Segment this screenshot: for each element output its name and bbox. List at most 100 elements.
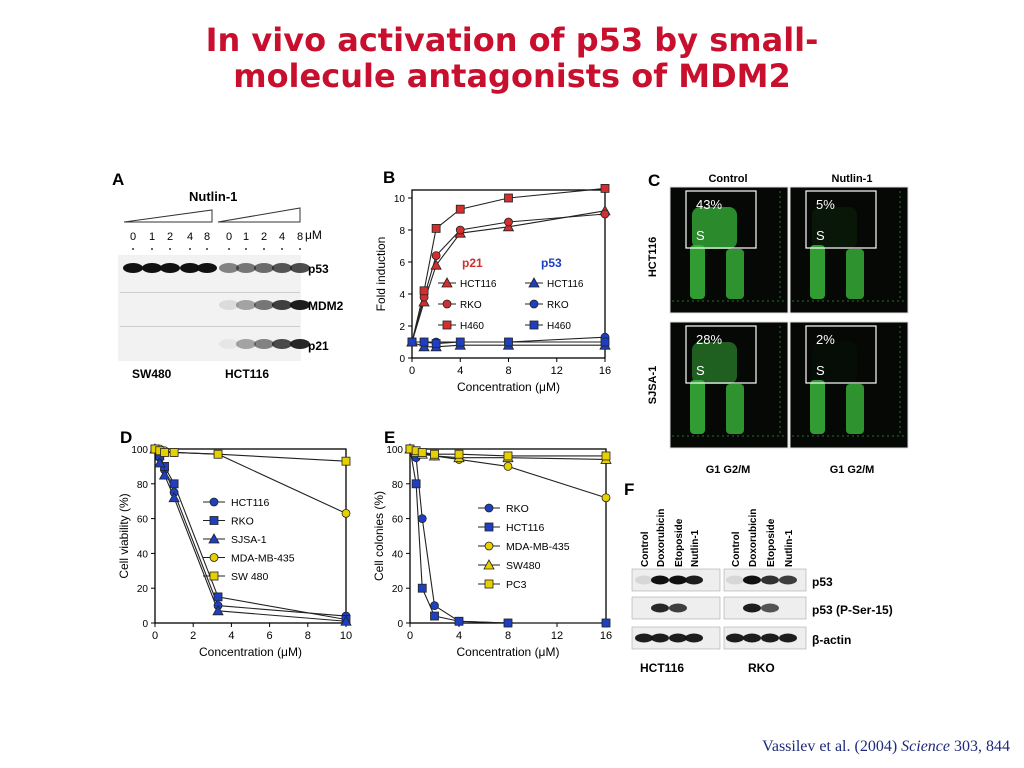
legend-marker bbox=[484, 541, 494, 551]
band-p21 bbox=[236, 339, 256, 349]
s-phase-cluster bbox=[692, 342, 737, 384]
legend-label: RKO bbox=[547, 300, 569, 311]
data-point-1-4 bbox=[213, 592, 223, 602]
data-point-5-2 bbox=[431, 339, 441, 349]
band-label-p21: p21 bbox=[308, 339, 329, 353]
facs-x-label-1: G1 G2/M bbox=[706, 464, 751, 476]
band-p53 bbox=[123, 263, 143, 273]
data-point-4-3 bbox=[430, 449, 439, 459]
cell-line-hct116: HCT116 bbox=[225, 367, 269, 381]
legend-marker bbox=[209, 553, 219, 562]
plot-frame bbox=[409, 448, 607, 624]
y-tick-label: 8 bbox=[399, 226, 405, 237]
s-phase-cluster bbox=[812, 207, 857, 249]
data-point-4-6 bbox=[601, 451, 611, 461]
concentration-label: 2 bbox=[167, 231, 173, 243]
band-label-p53: p53 bbox=[308, 262, 329, 276]
row-label-hct116: HCT116 bbox=[647, 237, 659, 277]
data-point-5-1 bbox=[419, 337, 429, 347]
citation-authors: Vassilev et al. (2004) bbox=[762, 738, 898, 755]
x-axis-label: Concentration (μM) bbox=[457, 645, 560, 659]
membrane-divider bbox=[120, 326, 300, 327]
y-tick-label: 80 bbox=[392, 480, 404, 491]
blot-band bbox=[779, 633, 797, 643]
data-point-4-4 bbox=[454, 449, 464, 459]
blot-band bbox=[635, 575, 653, 585]
data-point-2-2 bbox=[431, 223, 441, 233]
series-line-0 bbox=[411, 210, 606, 343]
y-tick-label: 20 bbox=[137, 584, 149, 595]
lane-dot bbox=[169, 248, 171, 250]
legend-marker bbox=[483, 559, 495, 570]
data-point-2-3 bbox=[168, 491, 180, 503]
s-gate-label: S bbox=[696, 363, 705, 378]
legend-marker bbox=[209, 497, 219, 507]
band-p21 bbox=[254, 339, 274, 349]
title-line-2: molecule antagonists of MDM2 bbox=[233, 57, 791, 95]
series-line-1 bbox=[411, 213, 606, 343]
data-point-4-5 bbox=[503, 451, 513, 461]
data-point-2-1 bbox=[154, 457, 166, 468]
blot-band bbox=[651, 575, 669, 585]
legend-marker bbox=[484, 503, 494, 513]
x-tick-label: 0 bbox=[409, 365, 415, 377]
band-p21 bbox=[290, 339, 310, 349]
band-p21 bbox=[272, 339, 292, 349]
lane-label: Etoposide bbox=[674, 518, 685, 567]
band-label-f-pser15: p53 (P-Ser-15) bbox=[812, 603, 893, 617]
series-line-0 bbox=[154, 448, 347, 617]
legend-label: RKO bbox=[460, 300, 482, 311]
legend-label: PC3 bbox=[506, 579, 527, 591]
x-axis-label: Concentration (μM) bbox=[199, 645, 302, 659]
y-tick-label: 80 bbox=[137, 480, 149, 491]
legend-group-p53: p53 bbox=[541, 256, 562, 270]
data-point-4-5 bbox=[341, 456, 351, 466]
cell-line-sw480: SW480 bbox=[132, 367, 172, 381]
legend-marker bbox=[442, 299, 452, 309]
blot-band bbox=[635, 633, 653, 643]
y-tick-label: 40 bbox=[137, 549, 149, 560]
x-tick-label: 16 bbox=[599, 365, 611, 377]
x-tick-label: 0 bbox=[152, 630, 158, 642]
concentration-label: 2 bbox=[261, 231, 267, 243]
s-gate-label: S bbox=[816, 228, 825, 243]
blot-band bbox=[669, 575, 687, 585]
lane-dot bbox=[189, 248, 191, 250]
data-point-3-5 bbox=[341, 508, 351, 518]
data-point-2-4 bbox=[504, 193, 513, 203]
x-tick-label: 12 bbox=[551, 365, 563, 377]
blot-bands bbox=[120, 263, 310, 349]
series-line-2 bbox=[411, 187, 606, 343]
data-point-1-1 bbox=[411, 479, 421, 489]
x-axis-label: Concentration (μM) bbox=[457, 380, 560, 394]
lane-dot bbox=[263, 248, 265, 250]
column-label-nutlin: Nutlin-1 bbox=[832, 173, 873, 185]
chart-e: 0 4 8 12 16 0 20 40 60 80 100 Concentration (μM) Cel… bbox=[372, 443, 612, 659]
band-p53 bbox=[142, 263, 162, 273]
s-gate-label: S bbox=[816, 363, 825, 378]
data-point-1-5 bbox=[600, 209, 610, 219]
citation-volume: 303, 844 bbox=[954, 738, 1010, 755]
blot-band bbox=[761, 575, 779, 585]
data-point-4-3 bbox=[169, 448, 179, 457]
band-p53 bbox=[290, 263, 310, 273]
y-tick-label: 2 bbox=[399, 322, 405, 333]
s-phase-percent: 5% bbox=[816, 197, 835, 212]
data-point-1-3 bbox=[169, 479, 179, 489]
column-label-control: Control bbox=[708, 173, 747, 185]
x-tick-label: 16 bbox=[600, 630, 612, 642]
citation-journal: Science bbox=[901, 738, 950, 755]
legend-marker bbox=[484, 522, 494, 532]
cell-line-f-hct116: HCT116 bbox=[640, 661, 684, 675]
lane-label: Control bbox=[731, 531, 742, 567]
data-point-1-4 bbox=[454, 616, 464, 626]
legend-group-p21: p21 bbox=[462, 256, 483, 270]
concentration-label: 8 bbox=[204, 231, 210, 243]
y-axis-label: Cell viability (%) bbox=[117, 493, 131, 578]
data-point-2-5 bbox=[340, 615, 352, 626]
g1-cluster bbox=[690, 380, 705, 434]
concentration-label: 1 bbox=[243, 231, 249, 243]
